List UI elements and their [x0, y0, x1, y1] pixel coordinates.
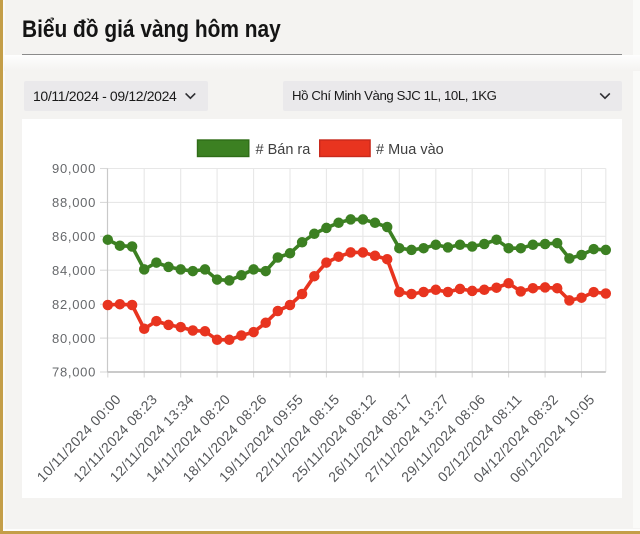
svg-text:86,000: 86,000 [52, 229, 96, 244]
svg-text:# Mua vào: # Mua vào [376, 142, 444, 158]
svg-text:# Bán ra: # Bán ra [256, 142, 312, 158]
svg-text:80,000: 80,000 [52, 331, 96, 346]
svg-text:84,000: 84,000 [52, 263, 96, 278]
svg-text:82,000: 82,000 [52, 297, 96, 312]
svg-text:90,000: 90,000 [52, 161, 96, 176]
svg-text:78,000: 78,000 [52, 365, 96, 380]
svg-text:88,000: 88,000 [52, 195, 96, 210]
